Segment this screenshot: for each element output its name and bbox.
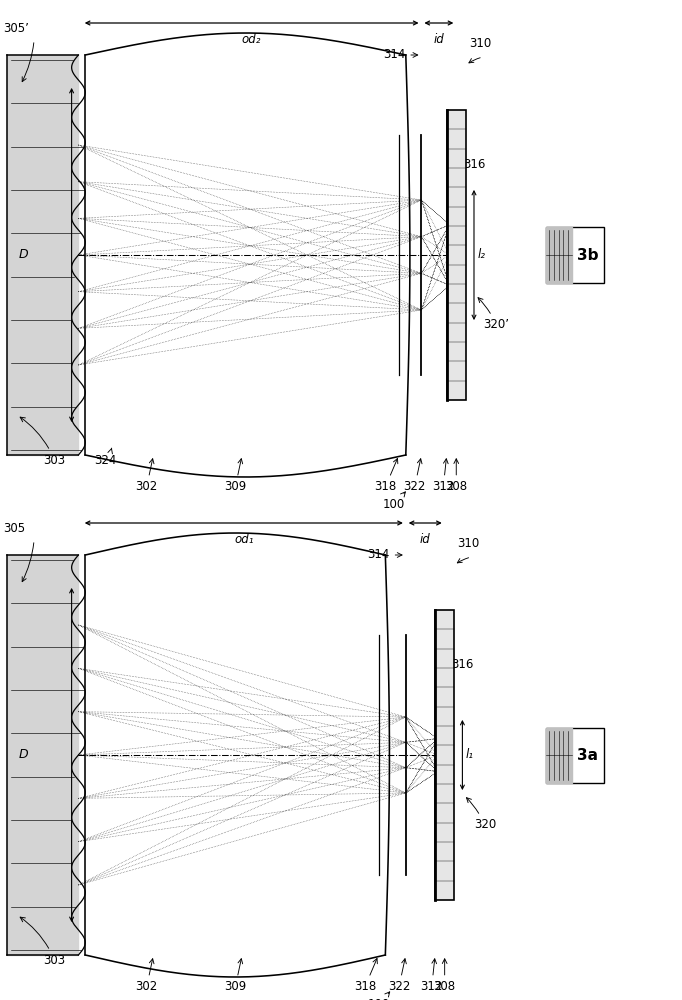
Text: 308: 308 (434, 959, 456, 994)
Text: 312: 312 (421, 959, 443, 994)
Polygon shape (7, 55, 78, 455)
Text: 302: 302 (136, 459, 158, 493)
Text: 316: 316 (436, 659, 473, 702)
Polygon shape (7, 555, 78, 955)
Text: od₂: od₂ (242, 33, 261, 46)
Bar (447, 110, 466, 400)
Text: 314: 314 (368, 548, 402, 562)
Text: 308: 308 (445, 459, 467, 493)
Text: 320’: 320’ (478, 298, 509, 332)
Text: D: D (19, 248, 29, 261)
Text: 314: 314 (383, 48, 417, 62)
Text: 320: 320 (466, 798, 496, 832)
Text: 3a: 3a (578, 748, 598, 762)
Text: l₂: l₂ (477, 248, 486, 261)
Text: 305: 305 (3, 522, 25, 535)
Bar (546, 228, 604, 282)
Text: 310: 310 (469, 37, 492, 50)
Text: 309: 309 (224, 459, 246, 493)
Text: 322: 322 (388, 959, 410, 994)
Text: D: D (19, 748, 29, 762)
Text: 318: 318 (354, 958, 377, 994)
Text: 100: 100 (383, 492, 405, 511)
Text: l₁: l₁ (466, 748, 474, 762)
Text: 302: 302 (136, 959, 158, 994)
Polygon shape (546, 728, 572, 782)
Polygon shape (546, 227, 572, 282)
Text: 324: 324 (95, 448, 117, 466)
Text: 310: 310 (458, 537, 480, 550)
Bar (435, 610, 454, 900)
Text: 100: 100 (368, 992, 389, 1000)
Text: 3b: 3b (577, 247, 599, 262)
Bar (546, 728, 604, 782)
Text: 303: 303 (20, 917, 65, 966)
Text: 322: 322 (404, 459, 426, 493)
Text: id: id (420, 533, 430, 546)
Text: od₁: od₁ (234, 533, 254, 546)
Text: 303: 303 (20, 417, 65, 466)
Text: 312: 312 (432, 459, 454, 493)
Text: 318: 318 (374, 458, 398, 493)
Text: id: id (434, 33, 444, 46)
Text: 305’: 305’ (3, 22, 29, 35)
Text: 316: 316 (448, 158, 485, 202)
Text: 309: 309 (224, 959, 246, 994)
